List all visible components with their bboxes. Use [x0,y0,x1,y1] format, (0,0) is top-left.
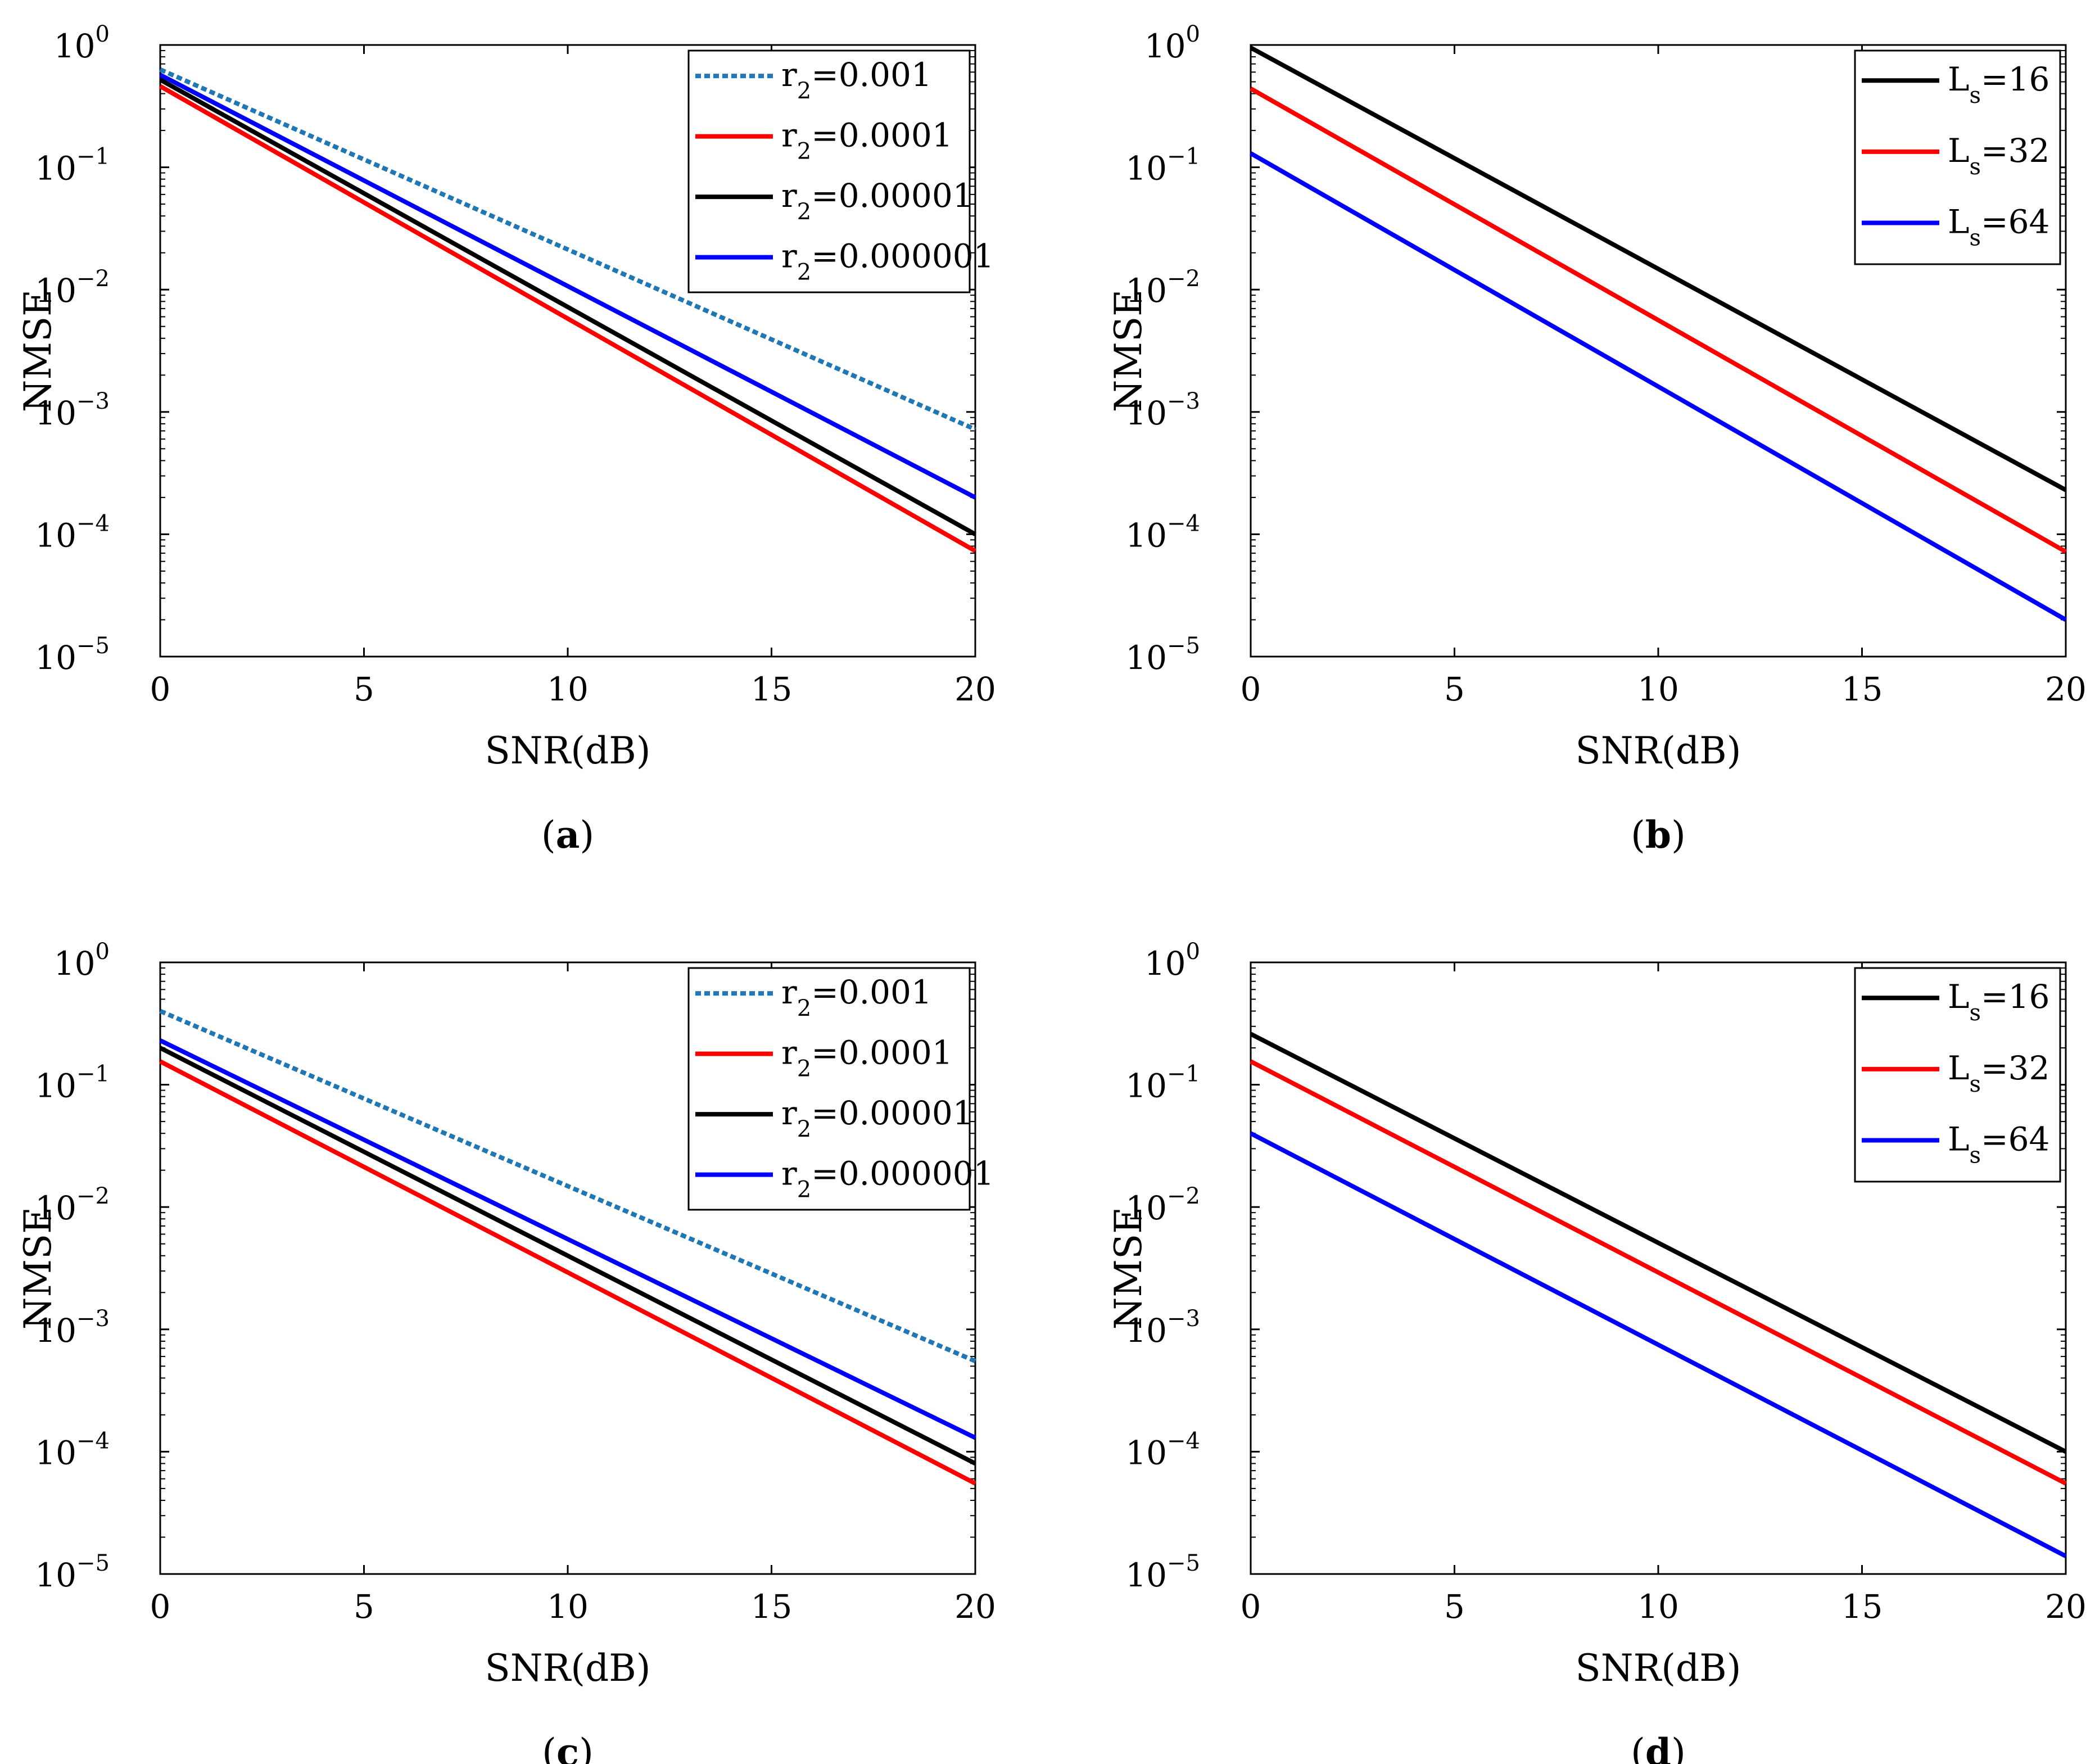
chart-panel-a: 0 5 10 15 20 100 10−1 10−2 10−3 10−4 10−5 SNR(dB) NM… [16,21,996,857]
y-axis-label: NMSE [16,290,60,413]
y-tick-label: 10−2 [1125,1183,1200,1227]
series-line [159,1038,976,1440]
x-tick-label: 15 [1841,1587,1883,1626]
panel-caption: (b) [1631,813,1686,857]
panel-caption: (a) [541,813,594,857]
panel-caption: (d) [1631,1730,1686,1764]
x-axis-label: SNR(dB) [1576,729,1741,772]
y-tick-label: 10−4 [35,1428,110,1472]
chart-panel-b: 0 5 10 15 20 100 10−1 10−2 10−3 10−4 10−5 SNR(dB) NM… [1107,21,2087,857]
x-tick-label: 5 [354,1587,374,1626]
chart-panel-c: 0 5 10 15 20 100 10−1 10−2 10−3 10−4 10−5 SNR(dB) NM… [16,939,996,1764]
x-tick-label: 0 [1241,670,1261,708]
y-axis-label: NMSE [1107,1207,1150,1330]
y-axis-label: NMSE [1107,290,1150,413]
y-tick-label: 10−1 [35,1061,110,1105]
y-tick-label: 10−5 [1125,1550,1200,1594]
x-tick-label: 5 [1444,1587,1465,1626]
legend-entry: r2=0.001 [781,56,932,104]
y-tick-label: 10−5 [1125,633,1200,677]
series-line [159,84,976,553]
chart-panel-d: 0 5 10 15 20 100 10−1 10−2 10−3 10−4 10−5 SNR(dB) NM… [1107,939,2087,1764]
y-tick-label: 10−4 [1125,510,1200,554]
y-tick-label: 10−1 [1125,144,1200,188]
legend-box [1854,49,2061,265]
x-axis-label: SNR(dB) [1576,1647,1741,1690]
y-axis-label: NMSE [16,1207,60,1330]
legend: Ls=16 Ls=32 Ls=64 [1854,49,2061,265]
x-tick-label: 0 [150,1587,171,1626]
legend: r2=0.001 r2=0.0001 r2=0.00001 r2=0.000001 [687,49,994,293]
y-tick-label: 100 [1144,939,1200,983]
series-line [1250,151,2067,622]
series-line [1250,1059,2067,1486]
series-line [159,67,976,432]
legend-box [687,49,971,293]
x-axis-label: SNR(dB) [485,729,651,772]
legend-box [687,967,971,1211]
legend-entry: r2=0.0001 [781,1034,953,1082]
y-tick-label: 10−3 [1125,388,1200,432]
x-tick-label: 20 [2045,670,2087,708]
y-tick-label: 10−3 [35,1306,110,1350]
y-tick-label: 10−2 [35,1183,110,1227]
series-line [159,78,976,536]
y-tick-label: 10−4 [35,510,110,554]
legend-entry: r2=0.0001 [781,116,953,165]
x-tick-label: 10 [547,670,589,708]
x-tick-label: 20 [954,670,996,708]
x-tick-label: 20 [2045,1587,2087,1626]
x-tick-label: 10 [1637,670,1679,708]
x-tick-label: 10 [1637,1587,1679,1626]
legend-entry: r2=0.00001 [781,177,974,225]
x-tick-label: 5 [354,670,374,708]
series-line [159,1008,976,1363]
panel-caption: (c) [542,1730,594,1764]
series-line [1250,1131,2067,1558]
y-tick-label: 10−1 [35,144,110,188]
x-axis-label: SNR(dB) [485,1647,651,1690]
y-tick-label: 10−4 [1125,1428,1200,1472]
x-tick-label: 5 [1444,670,1465,708]
legend-entry: Ls=16 [1948,978,2049,1026]
series-line [1250,87,2067,554]
x-tick-label: 15 [751,1587,793,1626]
series-line [159,73,976,500]
legend-entry: Ls=32 [1948,132,2049,180]
legend-entry: Ls=64 [1948,203,2049,251]
legend: r2=0.001 r2=0.0001 r2=0.00001 r2=0.000001 [687,967,994,1211]
series-line [159,1059,976,1486]
y-tick-label: 10−2 [1125,266,1200,310]
x-tick-label: 10 [547,1587,589,1626]
y-tick-label: 10−5 [35,1550,110,1594]
y-tick-label: 10−2 [35,266,110,310]
y-tick-label: 100 [54,21,110,65]
legend-entry: r2=0.00001 [781,1094,974,1142]
legend-entry: r2=0.001 [781,973,932,1021]
series-line [1250,1032,2067,1454]
series-line [1250,46,2067,492]
y-tick-label: 10−3 [1125,1306,1200,1350]
x-tick-label: 0 [150,670,171,708]
y-tick-label: 10−3 [35,388,110,432]
legend-entry: Ls=16 [1948,60,2049,108]
y-tick-label: 100 [54,939,110,983]
legend-box [1854,967,2061,1183]
series-line [159,1046,976,1466]
x-tick-label: 0 [1241,1587,1261,1626]
legend-entry: Ls=32 [1948,1049,2049,1097]
x-tick-label: 15 [751,670,793,708]
y-tick-label: 10−1 [1125,1061,1200,1105]
x-tick-label: 15 [1841,670,1883,708]
y-tick-label: 10−5 [35,633,110,677]
x-tick-label: 20 [954,1587,996,1626]
legend-entry: r2=0.000001 [781,1155,994,1203]
legend: Ls=16 Ls=32 Ls=64 [1854,967,2061,1183]
legend-entry: r2=0.000001 [781,237,994,286]
y-tick-label: 100 [1144,21,1200,65]
legend-entry: Ls=64 [1948,1120,2049,1169]
